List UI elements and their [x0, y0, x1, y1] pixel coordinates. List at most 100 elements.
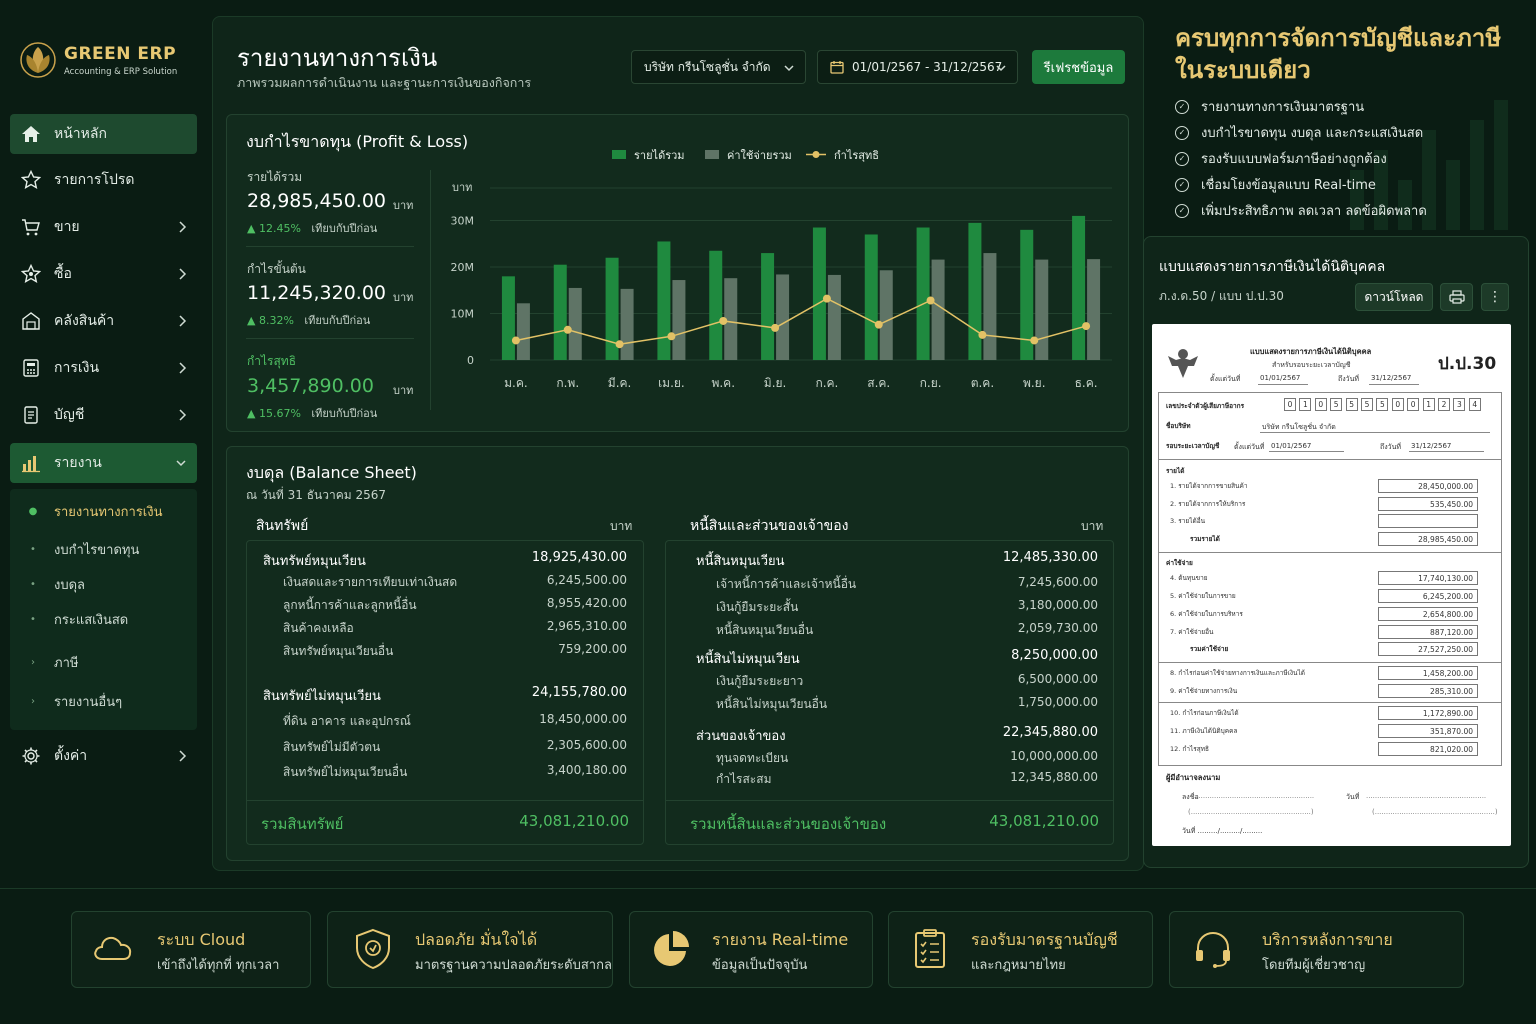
- underline: [1260, 432, 1490, 433]
- bs-row: กำไรสะสม 12,345,880.00: [716, 770, 1098, 789]
- page-title: รายงานทางการเงิน: [237, 44, 438, 72]
- doc-row-label: 9. ค่าใช้จ่ายทางการเงิน: [1170, 687, 1238, 695]
- divider: [247, 800, 643, 801]
- promo-point: ✓ งบกำไรขาดทุน งบดุล และกระแสเงินสด: [1175, 122, 1423, 143]
- chevron-down-icon: [784, 65, 794, 72]
- doc-row-label: 5. ค่าใช้จ่ายในการขาย: [1170, 592, 1236, 600]
- revenue-bar: [657, 241, 671, 360]
- promo-title-line: ครบทุกการจัดการบัญชีและภาษี: [1175, 24, 1502, 52]
- bs-row-label: หนี้สินไม่หมุนเวียนอื่น: [716, 697, 828, 711]
- promo-point: ✓ เชื่อมโยงข้อมูลแบบ Real-time: [1175, 174, 1376, 195]
- revenue-bar: [1020, 229, 1034, 360]
- expense-bar: [1087, 259, 1101, 360]
- doc-from: 01/01/2567: [1260, 374, 1301, 382]
- bs-row: ที่ดิน อาคาร และอุปกรณ์ 18,450,000.00: [283, 712, 627, 731]
- bs-title: งบดุล (Balance Sheet): [246, 463, 417, 482]
- submenu-financial-report[interactable]: ● รายงานทางการเงิน: [10, 501, 163, 522]
- nav-item-purchase[interactable]: ซื้อ: [10, 254, 197, 294]
- bs-row-value: 22,345,880.00: [1002, 725, 1098, 740]
- expense-bar: [568, 287, 582, 360]
- submenu-profit-loss[interactable]: • งบกำไรขาดทุน: [10, 539, 139, 560]
- submenu-other-reports[interactable]: › รายงานอื่นๆ: [10, 691, 122, 712]
- doc-row-value: 6,245,200.00: [1378, 589, 1478, 603]
- nav-item-home[interactable]: หน้าหลัก: [10, 114, 197, 154]
- chevron-right-icon: ›: [31, 657, 35, 668]
- pl-chart: บาท 0 10M 20M 30M ม.ค. ก.พ. มี.ค. เม.ย. พ.ค. มิ.ย.…: [451, 149, 1112, 390]
- bs-row: เงินกู้ยืมระยะสั้น 3,180,000.00: [716, 598, 1098, 617]
- date-range-select[interactable]: 01/01/2567 - 31/12/2567: [817, 50, 1018, 84]
- bullet-icon: •: [30, 579, 36, 590]
- expense-bar: [931, 259, 945, 360]
- bs-row-value: 6,245,500.00: [546, 573, 627, 587]
- taxid-digit-box: 0: [1391, 398, 1404, 411]
- download-button[interactable]: ดาวน์โหลด: [1355, 283, 1433, 311]
- doc-row-label: 11. ภาษีเงินได้นิติบุคคล: [1170, 727, 1238, 735]
- check-circle-icon: ✓: [1175, 151, 1189, 166]
- expense-bar: [827, 274, 841, 360]
- refresh-button[interactable]: รีเฟรชข้อมูล: [1032, 50, 1125, 84]
- nav-label: คลังสินค้า: [54, 313, 115, 329]
- chevron-right-icon: [179, 268, 187, 280]
- bs-row-value: 6,500,000.00: [1017, 672, 1098, 686]
- bs-row-value: 1,750,000.00: [1017, 695, 1098, 709]
- assets-heading: สินทรัพย์: [256, 518, 309, 534]
- feature-subtitle: เข้าถึงได้ทุกที่ ทุกเวลา: [157, 958, 280, 973]
- submenu-label: งบดุล: [54, 578, 86, 593]
- promo-point-text: เชื่อมโยงข้อมูลแบบ Real-time: [1201, 178, 1376, 193]
- x-tick-label: เม.ย.: [658, 376, 685, 390]
- cloud-icon: [94, 936, 132, 960]
- bs-row-label: เจ้าหนี้การค้าและเจ้าหนี้อื่น: [716, 577, 857, 591]
- feature-card-security: ปลอดภัย มั่นใจได้ มาตรฐานความปลอดภัยระดั…: [327, 911, 613, 988]
- expense-bar: [776, 274, 790, 360]
- bs-row: สินทรัพย์ไม่มีตัวตน 2,305,600.00: [283, 738, 627, 757]
- promo-point-text: รายงานทางการเงินมาตรฐาน: [1201, 100, 1365, 115]
- doc-from-label: ตั้งแต่วันที่: [1210, 375, 1241, 383]
- expense-bar: [983, 253, 997, 360]
- nav-item-settings[interactable]: ตั้งค่า: [10, 736, 197, 776]
- doc-date-label: วันที่: [1346, 793, 1360, 801]
- nav-item-accounting[interactable]: บัญชี: [10, 395, 197, 435]
- liabilities-table: [665, 540, 1114, 845]
- bs-row-label: เงินสดและรายการเทียบเท่าเงินสด: [283, 575, 458, 589]
- nav-item-sales[interactable]: ขาย: [10, 207, 197, 247]
- x-tick-label: พ.ย.: [1023, 376, 1046, 390]
- net-profit-point: [874, 320, 883, 329]
- submenu-balance-sheet[interactable]: • งบดุล: [10, 574, 85, 595]
- company-select[interactable]: บริษัท กรีนโซลูชั่น จำกัด: [631, 50, 806, 84]
- doc-row-value: 17,740,130.00: [1378, 571, 1478, 585]
- nav-item-reports[interactable]: รายงาน: [10, 443, 197, 483]
- chevron-right-icon: ›: [31, 696, 35, 707]
- nav-item-favorites[interactable]: รายการโปรด: [10, 160, 197, 200]
- bs-row-label: สินทรัพย์ไม่มีตัวตน: [283, 740, 381, 754]
- brand-logo[interactable]: GREEN ERP Accounting & ERP Solution: [18, 38, 208, 86]
- assets-table: [246, 540, 644, 845]
- print-button[interactable]: [1440, 283, 1473, 311]
- x-tick-label: ต.ค.: [971, 376, 994, 390]
- bs-row-value: 10,000,000.00: [1010, 749, 1098, 763]
- nav-label: หน้าหลัก: [54, 126, 107, 142]
- clipboard-icon: [915, 929, 945, 968]
- kebab-menu-icon: ⋮: [1488, 289, 1502, 305]
- total-liabilities-label: รวมหนี้สินและส่วนของเจ้าของ: [690, 815, 887, 833]
- doc-company: บริษัท กรีนโซลูชั่น จำกัด: [1262, 423, 1336, 431]
- x-tick-label: ม.ค.: [504, 376, 528, 390]
- nav-item-finance[interactable]: การเงิน: [10, 348, 197, 388]
- chevron-right-icon: [179, 409, 187, 421]
- net-profit-line: [515, 297, 1087, 345]
- bs-row-value: 8,955,420.00: [546, 596, 627, 610]
- more-options-button[interactable]: ⋮: [1481, 283, 1509, 311]
- leaf-logo-icon: [20, 42, 56, 78]
- expense-bar: [672, 280, 686, 360]
- taxid-digit-box: 0: [1314, 398, 1327, 411]
- nav-item-inventory[interactable]: คลังสินค้า: [10, 301, 197, 341]
- doc-date-paren: (.......................................…: [1372, 808, 1498, 816]
- kpi-label: รายได้รวม: [247, 170, 303, 184]
- bs-row-label: สินค้าคงเหลือ: [283, 621, 354, 635]
- promo-point-text: งบกำไรขาดทุน งบดุล และกระแสเงินสด: [1201, 126, 1424, 141]
- submenu-tax[interactable]: › ภาษี: [10, 652, 78, 673]
- legend-label: รายได้รวม: [634, 149, 685, 162]
- bs-row-label: สินทรัพย์ไม่หมุนเวียนอื่น: [283, 765, 408, 779]
- trend-up-icon: ▲: [247, 314, 259, 327]
- submenu-cash-flow[interactable]: • กระแสเงินสด: [10, 609, 128, 630]
- net-profit-point: [667, 332, 676, 341]
